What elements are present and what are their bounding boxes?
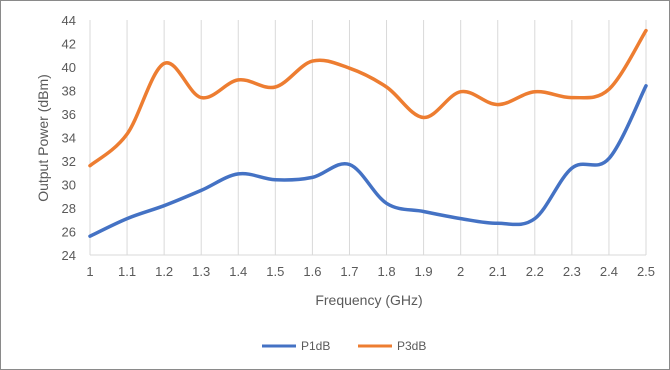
x-tick-label: 1.2 (155, 264, 173, 279)
x-tick-label: 2.3 (563, 264, 581, 279)
y-tick-label: 36 (62, 107, 76, 122)
y-tick-label: 38 (62, 84, 76, 99)
legend-label-p3db: P3dB (397, 339, 426, 353)
x-tick-label: 1.1 (118, 264, 136, 279)
x-tick-label: 2 (457, 264, 464, 279)
y-tick-label: 28 (62, 201, 76, 216)
x-tick-label: 1.8 (377, 264, 395, 279)
x-tick-label: 1.4 (229, 264, 247, 279)
series-layer (88, 28, 648, 238)
y-tick-label: 24 (62, 248, 76, 263)
tick-label-layer: 1 1.1 1.2 1.3 1.4 1.5 1.6 1.7 1.8 1.9 2 2.1 2.2 2.3 2.… (62, 13, 656, 279)
y-tick-label: 42 (62, 37, 76, 52)
grid-layer (89, 20, 647, 255)
x-tick-label: 2.2 (526, 264, 544, 279)
x-tick-label: 1.3 (192, 264, 210, 279)
series-line-p3db (88, 28, 648, 168)
legend: P1dB P3dB (262, 339, 426, 353)
legend-label-p1db: P1dB (301, 339, 330, 353)
series-line-p1db (88, 84, 648, 238)
y-tick-label: 26 (62, 225, 76, 240)
y-tick-label: 32 (62, 154, 76, 169)
x-axis-title: Frequency (GHz) (315, 292, 422, 308)
y-axis-title: Output Power (dBm) (35, 74, 51, 202)
y-tick-label: 40 (62, 60, 76, 75)
x-tick-label: 1 (86, 264, 93, 279)
x-tick-label: 1.6 (303, 264, 321, 279)
x-tick-label: 2.5 (637, 264, 655, 279)
x-tick-label: 1.5 (266, 264, 284, 279)
x-tick-label: 2.4 (600, 264, 618, 279)
x-tick-label: 1.9 (415, 264, 433, 279)
y-tick-label: 34 (62, 131, 76, 146)
y-tick-label: 44 (62, 13, 76, 28)
x-tick-label: 2.1 (489, 264, 507, 279)
x-tick-label: 1.7 (340, 264, 358, 279)
y-tick-label: 30 (62, 178, 76, 193)
